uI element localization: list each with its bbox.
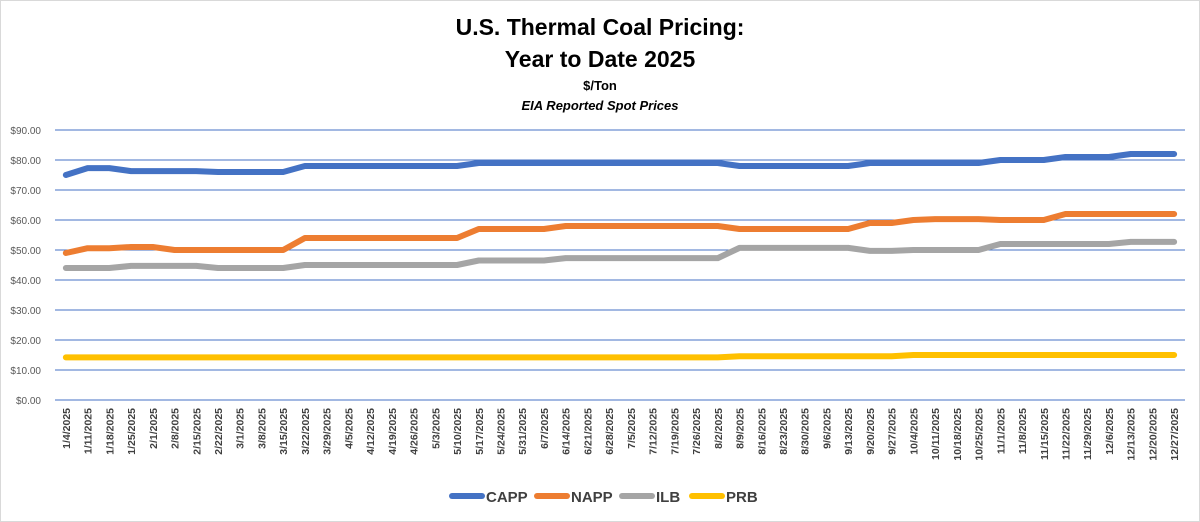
x-tick-label: 9/27/2025: [887, 408, 899, 455]
x-tick-label: 1/11/2025: [83, 408, 95, 454]
x-tick-label: 6/7/2025: [539, 408, 551, 449]
y-tick-label: $10.00: [10, 366, 41, 377]
x-tick-label: 12/13/2025: [1126, 408, 1138, 461]
x-tick-label: 8/30/2025: [800, 408, 812, 455]
y-tick-label: $0.00: [16, 396, 41, 407]
y-tick-label: $90.00: [10, 126, 41, 137]
legend-label: NAPP: [571, 489, 613, 506]
x-tick-label: 12/20/2025: [1147, 408, 1159, 461]
x-tick-label: 2/1/2025: [148, 408, 160, 449]
y-tick-label: $30.00: [10, 306, 41, 317]
legend-label: PRB: [726, 489, 758, 506]
x-tick-label: 10/4/2025: [908, 408, 920, 455]
x-tick-label: 9/13/2025: [843, 408, 855, 455]
chart-subtitle: EIA Reported Spot Prices: [521, 98, 679, 113]
x-tick-label: 12/6/2025: [1104, 408, 1116, 455]
x-tick-label: 5/24/2025: [495, 408, 507, 455]
x-tick-label: 7/5/2025: [626, 408, 638, 449]
x-tick-label: 5/31/2025: [517, 408, 529, 455]
x-tick-label: 9/6/2025: [821, 408, 833, 449]
x-tick-label: 5/3/2025: [430, 408, 442, 449]
x-tick-label: 10/18/2025: [952, 408, 964, 461]
x-tick-label: 8/9/2025: [735, 408, 747, 449]
x-tick-label: 1/4/2025: [61, 408, 73, 449]
chart-title-line2: Year to Date 2025: [504, 46, 696, 72]
y-tick-label: $40.00: [10, 276, 41, 287]
x-tick-label: 11/8/2025: [1017, 408, 1029, 454]
chart-title: U.S. Thermal Coal Pricing:: [455, 14, 745, 40]
x-tick-label: 11/15/2025: [1039, 408, 1051, 460]
x-tick-label: 12/27/2025: [1169, 408, 1181, 461]
y-tick-label: $20.00: [10, 336, 41, 347]
legend-item-ilb: ILB: [619, 489, 680, 506]
legend-label: ILB: [656, 489, 680, 506]
x-tick-label: 2/15/2025: [191, 408, 203, 455]
legend-item-capp: CAPP: [449, 489, 528, 506]
x-tick-label: 7/19/2025: [669, 408, 681, 455]
x-tick-label: 10/25/2025: [974, 408, 986, 461]
x-tick-label: 5/10/2025: [452, 408, 464, 455]
x-tick-label: 2/8/2025: [170, 408, 182, 449]
legend-item-prb: PRB: [689, 489, 758, 506]
x-tick-label: 8/23/2025: [778, 408, 790, 455]
series-line-capp: [62, 151, 1178, 178]
y-tick-label: $70.00: [10, 186, 41, 197]
series-line-napp: [62, 211, 1178, 256]
x-tick-label: 1/25/2025: [126, 408, 138, 455]
x-tick-label: 3/22/2025: [300, 408, 312, 455]
x-tick-label: 5/17/2025: [474, 408, 486, 455]
x-tick-label: 6/21/2025: [582, 408, 594, 455]
x-tick-label: 10/11/2025: [930, 408, 942, 460]
x-tick-label: 4/26/2025: [409, 408, 421, 455]
x-tick-label: 7/26/2025: [691, 408, 703, 455]
x-tick-label: 2/22/2025: [213, 408, 225, 455]
x-tick-label: 9/20/2025: [865, 408, 877, 455]
x-tick-label: 1/18/2025: [104, 408, 116, 455]
x-tick-label: 7/12/2025: [648, 408, 660, 455]
x-tick-label: 11/29/2025: [1082, 408, 1094, 460]
y-tick-label: $50.00: [10, 246, 41, 257]
x-tick-label: 8/2/2025: [713, 408, 725, 449]
series-line-ilb: [62, 238, 1178, 271]
x-tick-label: 6/14/2025: [561, 408, 573, 455]
x-tick-label: 4/19/2025: [387, 408, 399, 455]
x-tick-label: 4/12/2025: [365, 408, 377, 455]
x-tick-label: 11/1/2025: [995, 408, 1007, 454]
x-tick-label: 4/5/2025: [343, 408, 355, 449]
x-tick-label: 6/28/2025: [604, 408, 616, 455]
x-tick-label: 3/15/2025: [278, 408, 290, 455]
unit-label: $/Ton: [583, 78, 617, 93]
legend-label: CAPP: [486, 489, 528, 506]
x-tick-label: 3/29/2025: [322, 408, 334, 455]
legend-item-napp: NAPP: [534, 489, 613, 506]
series-line-prb: [62, 352, 1178, 361]
y-tick-label: $80.00: [10, 156, 41, 167]
y-tick-label: $60.00: [10, 216, 41, 227]
x-tick-label: 8/16/2025: [756, 408, 768, 455]
x-tick-label: 3/8/2025: [256, 408, 268, 449]
x-tick-label: 11/22/2025: [1060, 408, 1072, 460]
x-tick-label: 3/1/2025: [235, 408, 247, 449]
